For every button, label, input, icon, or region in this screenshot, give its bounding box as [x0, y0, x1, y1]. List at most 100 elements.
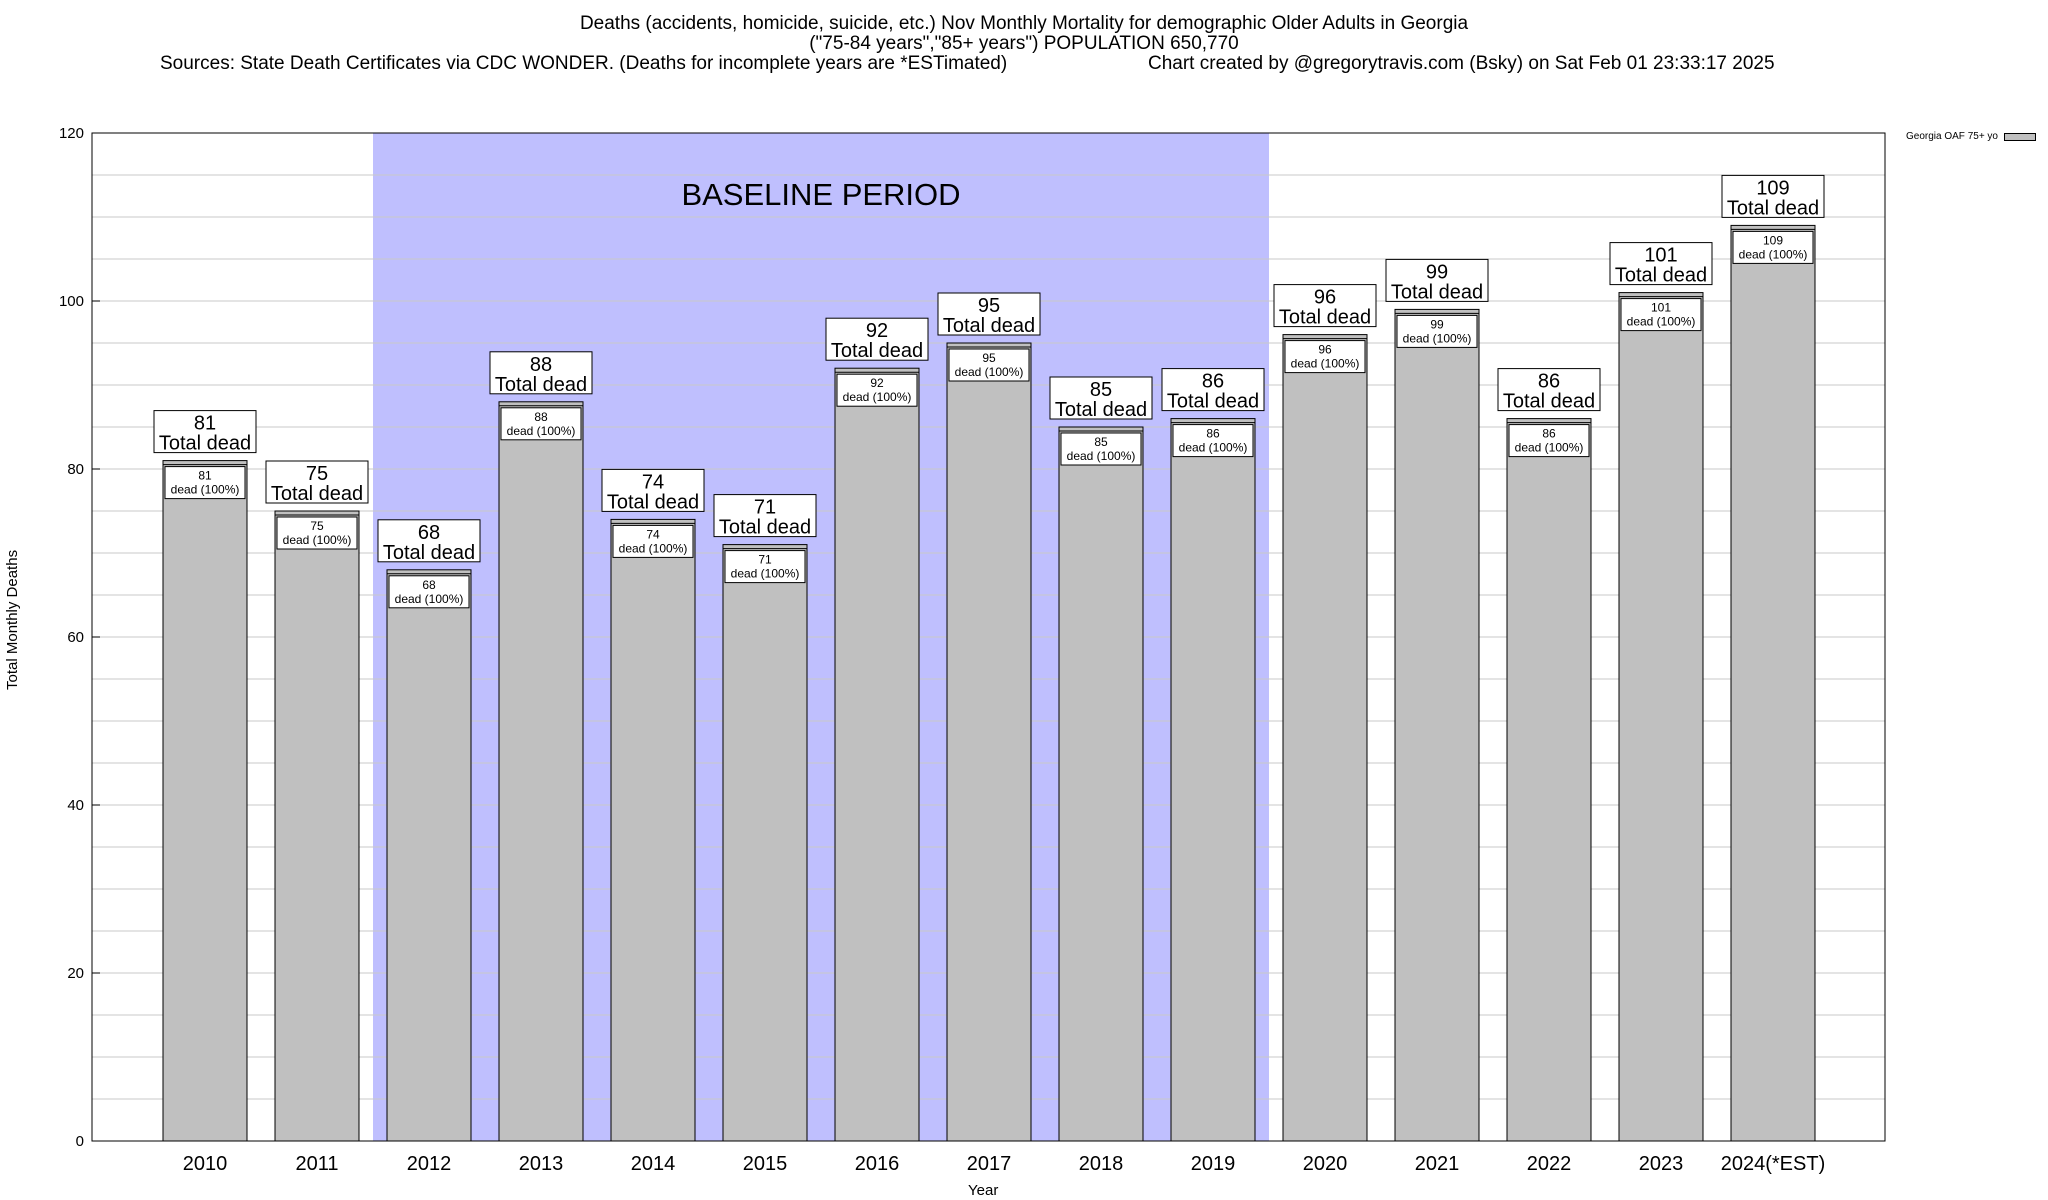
chart-sources: Sources: State Death Certificates via CD…	[160, 53, 1008, 74]
x-tick-label: 2011	[295, 1153, 338, 1175]
y-tick-label: 100	[59, 293, 84, 310]
total-text-label: Total dead	[495, 374, 587, 396]
x-tick-label: 2012	[407, 1153, 452, 1175]
bar	[1394, 308, 1480, 1142]
total-label-box	[489, 351, 593, 395]
inner-percent-label: dead (100%)	[1179, 441, 1248, 455]
total-value-label: 86	[1538, 371, 1560, 393]
total-value-label: 101	[1644, 245, 1677, 267]
legend-swatch	[2004, 132, 2036, 141]
legend-label: Georgia OAF 75+ yo	[1906, 131, 1998, 142]
total-label-box	[1161, 368, 1265, 412]
bar	[834, 367, 920, 1142]
total-text-label: Total dead	[1615, 265, 1707, 287]
inner-value-label: 74	[646, 527, 660, 541]
inner-label-box	[1284, 340, 1366, 374]
inner-value-label: 88	[534, 410, 548, 424]
total-value-label: 99	[1426, 261, 1448, 283]
total-label-box	[265, 460, 369, 504]
inner-percent-label: dead (100%)	[1515, 441, 1584, 455]
bar	[386, 569, 472, 1142]
total-label-box	[1497, 368, 1601, 412]
total-value-label: 109	[1756, 177, 1789, 199]
x-tick-label: 2024(*EST)	[1721, 1153, 1826, 1175]
x-tick-label: 2020	[1303, 1153, 1348, 1175]
total-text-label: Total dead	[1167, 391, 1259, 413]
total-text-label: Total dead	[1503, 391, 1595, 413]
x-tick-label: 2013	[519, 1153, 564, 1175]
inner-label-box	[1508, 424, 1590, 458]
total-text-label: Total dead	[719, 517, 811, 539]
inner-label-box	[1620, 298, 1702, 332]
inner-percent-label: dead (100%)	[843, 390, 912, 404]
x-tick-label: 2010	[183, 1153, 228, 1175]
total-value-label: 95	[978, 295, 1000, 317]
x-tick-label: 2021	[1415, 1153, 1460, 1175]
total-value-label: 88	[530, 354, 552, 376]
inner-label-box	[1060, 432, 1142, 466]
total-label-box	[1273, 284, 1377, 328]
inner-value-label: 86	[1542, 427, 1556, 441]
x-tick-label: 2015	[743, 1153, 788, 1175]
total-value-label: 71	[754, 497, 776, 519]
x-tick-label: 2019	[1191, 1153, 1236, 1175]
x-tick-label: 2017	[967, 1153, 1012, 1175]
bar	[162, 460, 248, 1142]
total-value-label: 74	[642, 471, 664, 493]
inner-percent-label: dead (100%)	[1403, 331, 1472, 345]
chart-subtitle: ("75-84 years","85+ years") POPULATION 6…	[809, 33, 1239, 54]
inner-percent-label: dead (100%)	[1067, 449, 1136, 463]
inner-label-box	[276, 516, 358, 550]
total-text-label: Total dead	[159, 433, 251, 455]
total-text-label: Total dead	[831, 340, 923, 362]
bar	[1282, 334, 1368, 1142]
inner-percent-label: dead (100%)	[171, 483, 240, 497]
total-label-box	[601, 468, 705, 512]
inner-label-box	[836, 373, 918, 407]
inner-label-box	[164, 466, 246, 500]
inner-value-label: 92	[870, 376, 884, 390]
inner-label-box	[1732, 230, 1814, 264]
inner-label-box	[612, 524, 694, 558]
total-text-label: Total dead	[271, 483, 363, 505]
bar	[722, 544, 808, 1142]
inner-label-box	[500, 407, 582, 441]
total-value-label: 81	[194, 413, 216, 435]
total-value-label: 92	[866, 320, 888, 342]
inner-value-label: 68	[422, 578, 436, 592]
x-tick-label: 2018	[1079, 1153, 1124, 1175]
inner-value-label: 81	[198, 469, 212, 483]
inner-value-label: 101	[1651, 301, 1671, 315]
y-tick-label: 60	[67, 629, 84, 646]
x-axis-label: Year	[968, 1182, 999, 1199]
total-value-label: 75	[306, 463, 328, 485]
inner-value-label: 71	[758, 553, 772, 567]
total-text-label: Total dead	[1391, 281, 1483, 303]
inner-percent-label: dead (100%)	[955, 365, 1024, 379]
inner-percent-label: dead (100%)	[1739, 247, 1808, 261]
inner-percent-label: dead (100%)	[395, 592, 464, 606]
bar	[1506, 418, 1592, 1142]
inner-label-box	[1172, 424, 1254, 458]
inner-label-box	[388, 575, 470, 609]
bar	[610, 518, 696, 1142]
chart-title: Deaths (accidents, homicide, suicide, et…	[579, 13, 1469, 34]
x-tick-label: 2023	[1639, 1153, 1684, 1175]
total-label-box	[1049, 376, 1153, 420]
inner-percent-label: dead (100%)	[1627, 315, 1696, 329]
y-tick-label: 80	[67, 461, 84, 478]
total-value-label: 85	[1090, 379, 1112, 401]
total-label-box	[1721, 174, 1825, 218]
y-tick-label: 0	[76, 1133, 84, 1150]
inner-value-label: 99	[1430, 317, 1444, 331]
total-label-box	[1385, 258, 1489, 302]
total-label-box	[153, 410, 257, 454]
inner-percent-label: dead (100%)	[507, 424, 576, 438]
inner-value-label: 96	[1318, 343, 1332, 357]
inner-value-label: 85	[1094, 435, 1108, 449]
total-value-label: 96	[1314, 287, 1336, 309]
total-label-box	[825, 317, 929, 361]
y-tick-label: 120	[59, 125, 84, 142]
total-text-label: Total dead	[1727, 197, 1819, 219]
x-tick-label: 2022	[1527, 1153, 1572, 1175]
